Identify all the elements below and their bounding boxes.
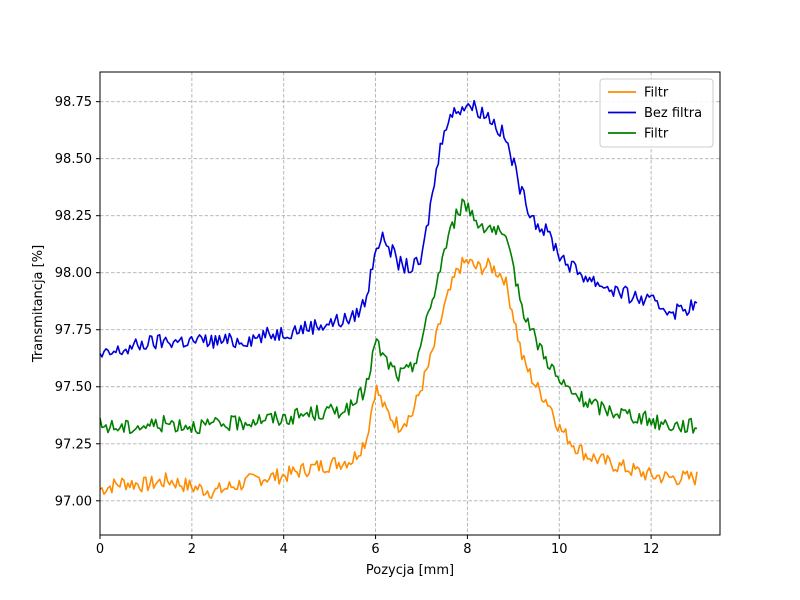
plot-area-frame <box>99 71 721 536</box>
x-tick-label: 0 <box>96 542 104 557</box>
axis-ticks: 0 2 4 6 8 10 12 97.00 97.25 97.50 97.75 98.00 98.25 9… <box>55 95 660 557</box>
y-axis-label: Transmitancja [%] <box>31 245 46 363</box>
series-line-2 <box>99 198 698 435</box>
x-tick-label: 4 <box>280 542 288 557</box>
legend-label-0: Filtr <box>644 86 669 101</box>
y-tick-label: 97.00 <box>55 494 92 509</box>
y-tick-label: 97.25 <box>55 437 92 452</box>
x-tick-label: 12 <box>643 542 660 557</box>
y-tick-label: 97.50 <box>55 380 92 395</box>
series-line-1 <box>99 99 698 358</box>
y-tick-label: 97.75 <box>55 323 92 338</box>
legend-label-2: Filtr <box>644 127 669 142</box>
x-tick-label: 6 <box>371 542 379 557</box>
x-tick-label: 8 <box>463 542 471 557</box>
legend: Filtr Bez filtra Filtr <box>599 78 714 148</box>
x-tick-label: 10 <box>551 542 568 557</box>
y-tick-label: 98.50 <box>55 152 92 167</box>
series-lines <box>99 99 698 500</box>
y-tick-label: 98.25 <box>55 209 92 224</box>
series-line-0 <box>99 256 698 500</box>
legend-label-1: Bez filtra <box>644 106 702 121</box>
x-axis-label: Pozycja [mm] <box>366 563 454 578</box>
x-tick-label: 2 <box>188 542 196 557</box>
y-tick-label: 98.75 <box>55 95 92 110</box>
legend-box <box>599 78 714 148</box>
y-tick-label: 98.00 <box>55 266 92 281</box>
